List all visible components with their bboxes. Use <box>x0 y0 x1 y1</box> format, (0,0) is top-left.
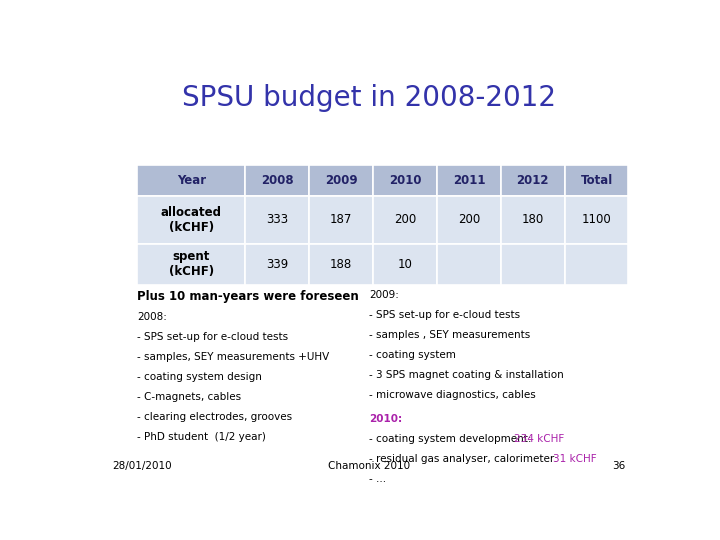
Text: - clearing electrodes, grooves: - clearing electrodes, grooves <box>138 411 292 422</box>
Text: 2010: 2010 <box>389 174 421 187</box>
Bar <box>437 244 501 285</box>
Text: - coating system development:: - coating system development: <box>369 434 535 444</box>
Text: - coating system: - coating system <box>369 350 456 360</box>
Text: 2012: 2012 <box>516 174 549 187</box>
Text: Plus 10 man-years were foreseen: Plus 10 man-years were foreseen <box>138 290 359 303</box>
Text: 200: 200 <box>458 213 480 226</box>
Bar <box>437 165 501 196</box>
Text: 188: 188 <box>330 258 352 271</box>
Text: Chamonix 2010: Chamonix 2010 <box>328 462 410 471</box>
Text: - microwave diagnostics, cables: - microwave diagnostics, cables <box>369 390 536 400</box>
Text: 2009: 2009 <box>325 174 358 187</box>
Text: 1100: 1100 <box>582 213 611 226</box>
Text: 36: 36 <box>613 462 626 471</box>
Text: SPSU budget in 2008-2012: SPSU budget in 2008-2012 <box>182 84 556 112</box>
Text: 31 kCHF: 31 kCHF <box>553 454 597 464</box>
Text: - coating system design: - coating system design <box>138 372 262 382</box>
Bar <box>310 165 373 196</box>
Text: - 3 SPS magnet coating & installation: - 3 SPS magnet coating & installation <box>369 370 564 380</box>
Text: - ...: - ... <box>369 474 386 484</box>
Text: 187: 187 <box>330 213 352 226</box>
Text: - residual gas analyser, calorimeter:: - residual gas analyser, calorimeter: <box>369 454 561 464</box>
Text: 2008:: 2008: <box>138 312 167 322</box>
Bar <box>246 165 310 196</box>
Text: 2008: 2008 <box>261 174 294 187</box>
Text: - C-magnets, cables: - C-magnets, cables <box>138 392 241 402</box>
Text: 339: 339 <box>266 258 289 271</box>
Text: 2009:: 2009: <box>369 290 399 300</box>
Bar <box>501 196 564 244</box>
Text: 2010:: 2010: <box>369 414 402 424</box>
Bar <box>310 196 373 244</box>
Text: Year: Year <box>177 174 206 187</box>
Text: 180: 180 <box>521 213 544 226</box>
Bar <box>373 165 437 196</box>
Text: - SPS set-up for e-cloud tests: - SPS set-up for e-cloud tests <box>369 310 520 320</box>
Text: allocated
(kCHF): allocated (kCHF) <box>161 206 222 234</box>
Bar <box>246 244 310 285</box>
Text: spent
(kCHF): spent (kCHF) <box>169 251 214 279</box>
Bar <box>373 196 437 244</box>
Text: - samples , SEY measurements: - samples , SEY measurements <box>369 330 530 340</box>
Bar <box>138 165 246 196</box>
Bar <box>501 244 564 285</box>
Text: - samples, SEY measurements +UHV: - samples, SEY measurements +UHV <box>138 352 330 362</box>
Text: - SPS set-up for e-cloud tests: - SPS set-up for e-cloud tests <box>138 332 289 342</box>
Bar <box>564 244 629 285</box>
Bar <box>246 196 310 244</box>
Text: 333: 333 <box>266 213 289 226</box>
Bar <box>564 165 629 196</box>
Text: 2011: 2011 <box>453 174 485 187</box>
Bar <box>310 244 373 285</box>
Text: 234 kCHF: 234 kCHF <box>514 434 564 444</box>
Text: 10: 10 <box>397 258 413 271</box>
Bar <box>501 165 564 196</box>
Bar <box>373 244 437 285</box>
Text: 200: 200 <box>394 213 416 226</box>
Bar <box>437 196 501 244</box>
Text: Total: Total <box>580 174 613 187</box>
Text: 28/01/2010: 28/01/2010 <box>112 462 172 471</box>
Bar <box>138 196 246 244</box>
Text: - PhD student  (1/2 year): - PhD student (1/2 year) <box>138 431 266 442</box>
Bar <box>564 196 629 244</box>
Bar <box>138 244 246 285</box>
